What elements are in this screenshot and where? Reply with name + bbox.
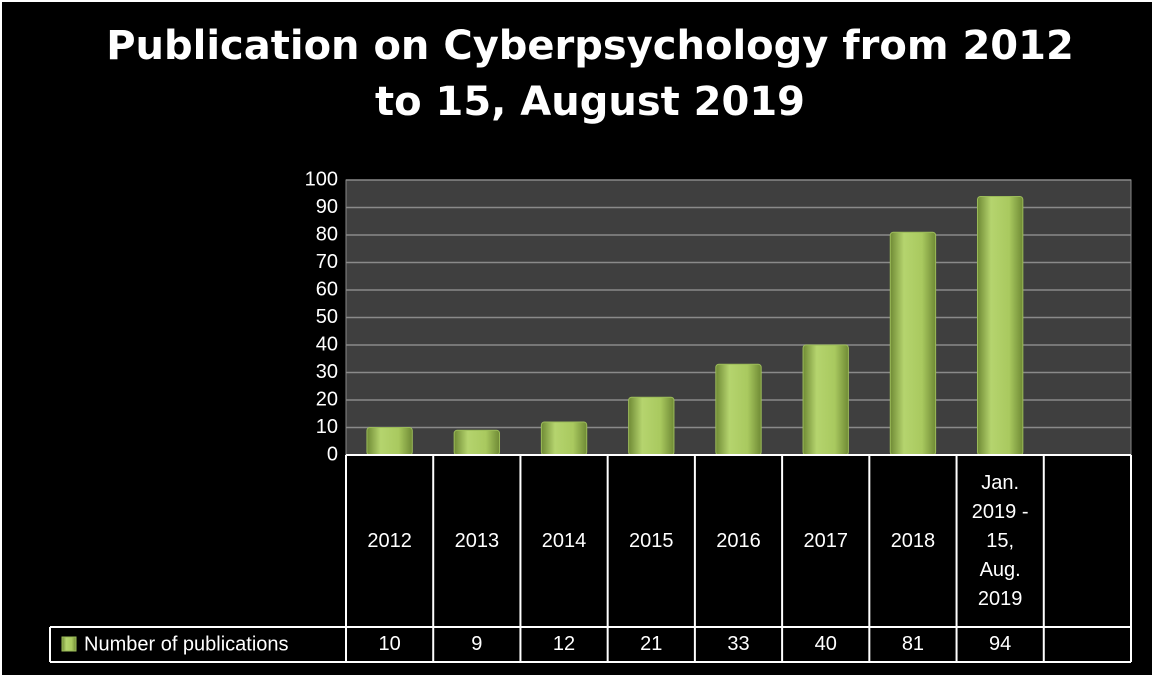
legend-label: Number of publications (84, 633, 289, 655)
bar (715, 363, 762, 456)
bar (628, 396, 675, 456)
bar (366, 427, 413, 456)
x-tick-label: Jan. 2019 - 15, Aug. 2019 (971, 471, 1029, 610)
x-tick-label: 2017 (803, 529, 848, 552)
y-tick-label: 50 (316, 306, 338, 328)
x-tick-label: 2013 (454, 529, 500, 552)
y-tick-label: 90 (316, 196, 338, 218)
y-tick-label: 40 (316, 333, 338, 355)
value-label (1044, 627, 1131, 662)
bar (540, 421, 588, 456)
value-label: 12 (552, 633, 576, 655)
y-tick-label: 0 (327, 443, 338, 465)
value-label: 21 (640, 633, 663, 655)
x-tick-label: 2014 (541, 529, 587, 552)
title-box: Publication on Cyberpsychology from 2012… (106, 23, 1074, 125)
x-tick-label: 2015 (629, 529, 674, 552)
value-label: 10 (378, 633, 401, 655)
bar (802, 344, 849, 456)
bar (976, 196, 1024, 456)
y-tick-label: 70 (316, 251, 338, 273)
bar (889, 231, 937, 456)
x-tick-label (1044, 455, 1131, 627)
value-label: 33 (727, 633, 750, 655)
bar (453, 429, 501, 456)
y-tick-label: 100 (305, 168, 338, 190)
chart-title: Publication on Cyberpsychology from 2012… (106, 23, 1074, 125)
y-tick-label: 60 (316, 278, 338, 300)
y-tick-label: 30 (316, 361, 338, 383)
y-tick-label: 20 (316, 388, 338, 410)
x-tick-label: 2018 (890, 529, 936, 552)
value-label: 9 (471, 633, 483, 655)
value-label: 81 (901, 633, 925, 655)
x-tick-label: 2012 (367, 529, 412, 552)
value-label: 94 (989, 633, 1012, 655)
x-tick-label: 2016 (716, 529, 761, 552)
y-tick-label: 80 (316, 223, 338, 245)
y-tick-label: 10 (316, 416, 338, 438)
legend-swatch (61, 636, 77, 652)
value-label: 40 (814, 633, 837, 655)
